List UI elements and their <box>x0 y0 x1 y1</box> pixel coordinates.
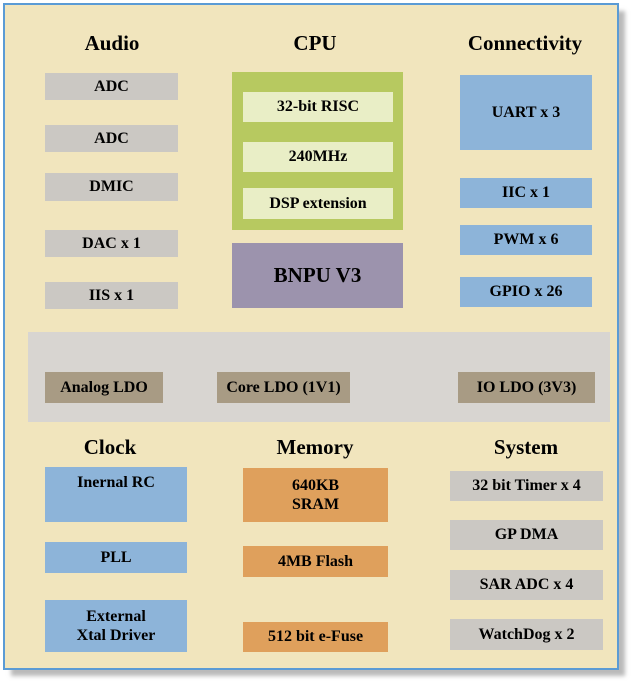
memory-block-flash: 4MB Flash <box>243 546 388 577</box>
cpu-feature-dsp: DSP extension <box>243 188 393 219</box>
section-title-connectivity: Connectivity <box>467 31 583 55</box>
system-block-gpdma: GP DMA <box>450 520 603 550</box>
section-title-audio: Audio <box>84 31 140 55</box>
system-block-watchdog: WatchDog x 2 <box>450 619 603 650</box>
audio-block-iis: IIS x 1 <box>45 282 178 309</box>
audio-block-adc-2: ADC <box>45 125 178 152</box>
memory-block-sram: 640KB SRAM <box>243 468 388 522</box>
audio-block-dac: DAC x 1 <box>45 230 178 257</box>
cpu-feature-mhz: 240MHz <box>243 142 393 172</box>
memory-block-efuse: 512 bit e-Fuse <box>243 622 388 652</box>
clock-block-internal-rc: Inernal RC <box>45 467 187 522</box>
audio-block-adc-1: ADC <box>45 73 178 100</box>
connectivity-block-uart: UART x 3 <box>460 75 592 150</box>
section-title-clock: Clock <box>83 435 137 459</box>
system-block-saradc: SAR ADC x 4 <box>450 570 603 600</box>
power-block-core-ldo: Core LDO (1V1) <box>217 372 350 403</box>
connectivity-block-iic: IIC x 1 <box>460 178 592 208</box>
connectivity-block-gpio: GPIO x 26 <box>460 277 592 307</box>
bnpu-block: BNPU V3 <box>232 243 403 308</box>
power-block-analog-ldo: Analog LDO <box>45 372 163 403</box>
audio-block-dmic: DMIC <box>45 173 178 201</box>
clock-block-xtal: External Xtal Driver <box>45 600 187 652</box>
cpu-feature-risc: 32-bit RISC <box>243 92 393 122</box>
clock-block-pll: PLL <box>45 542 187 573</box>
section-title-memory: Memory <box>276 435 354 459</box>
section-title-system: System <box>493 435 559 459</box>
section-title-cpu: CPU <box>293 31 337 55</box>
power-block-io-ldo: IO LDO (3V3) <box>458 372 595 403</box>
system-block-timer: 32 bit Timer x 4 <box>450 471 603 501</box>
connectivity-block-pwm: PWM x 6 <box>460 225 592 255</box>
